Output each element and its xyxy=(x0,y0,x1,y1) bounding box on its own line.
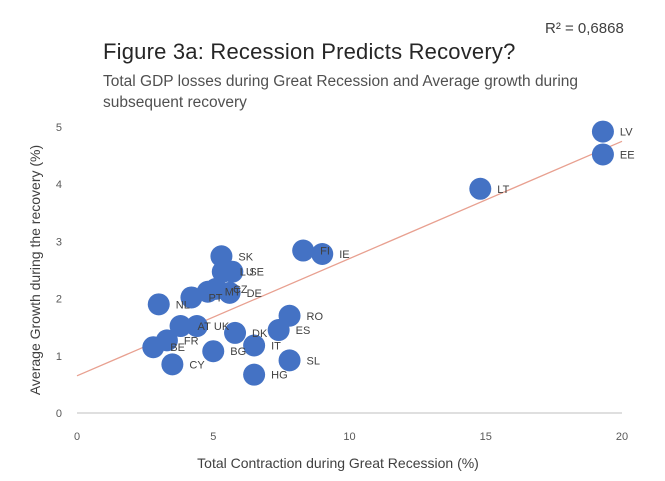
point-de xyxy=(218,281,241,304)
point-label-ro: RO xyxy=(307,311,324,323)
point-bg xyxy=(202,340,225,363)
point-ee xyxy=(591,143,614,166)
point-be xyxy=(142,336,165,359)
point-lv xyxy=(591,120,614,143)
x-tick-label: 5 xyxy=(210,431,216,443)
point-es xyxy=(267,319,290,342)
y-tick-label: 2 xyxy=(56,294,62,306)
point-cy xyxy=(161,353,184,376)
point-label-uk: UK xyxy=(214,321,230,333)
point-at xyxy=(169,315,192,338)
point-label-de: DE xyxy=(247,288,262,300)
point-label-ie: IE xyxy=(339,249,349,261)
point-lt xyxy=(469,177,492,200)
point-label-es: ES xyxy=(296,325,311,337)
y-tick-label: 0 xyxy=(56,408,62,420)
point-label-lt: LT xyxy=(497,184,509,196)
point-nl xyxy=(147,293,170,316)
point-hg xyxy=(243,363,266,386)
point-it xyxy=(243,334,266,357)
y-axis-title: Average Growth during the recovery (%) xyxy=(27,145,43,395)
point-label-cy: CY xyxy=(189,359,205,371)
y-tick-label: 3 xyxy=(56,236,62,248)
point-se xyxy=(221,260,244,283)
point-pt xyxy=(180,286,203,309)
point-label-ee: EE xyxy=(620,149,635,161)
point-label-pt: PT xyxy=(208,292,222,304)
point-label-bg: BG xyxy=(230,346,246,358)
x-axis-title: Total Contraction during Great Recession… xyxy=(197,455,479,471)
chart-subtitle: Total GDP losses during Great Recession … xyxy=(103,73,579,111)
point-ie xyxy=(311,242,334,265)
point-label-fr: FR xyxy=(184,335,199,347)
r-squared-annotation: R² = 0,6868 xyxy=(545,20,624,37)
point-label-hg: HG xyxy=(271,370,288,382)
point-label-nl: NL xyxy=(176,299,190,311)
x-tick-label: 10 xyxy=(343,431,355,443)
x-tick-label: 15 xyxy=(480,431,492,443)
x-tick-label: 20 xyxy=(616,431,628,443)
y-tick-label: 1 xyxy=(56,351,62,363)
point-fi xyxy=(292,239,315,262)
point-label-cz: CZ xyxy=(233,284,248,296)
point-label-it: IT xyxy=(271,341,281,353)
chart-title: Figure 3a: Recession Predicts Recovery? xyxy=(103,39,516,64)
point-label-sk: SK xyxy=(238,251,253,263)
point-dk xyxy=(224,321,247,344)
y-tick-label: 5 xyxy=(56,122,62,134)
y-tick-label: 4 xyxy=(56,179,62,191)
point-label-lv: LV xyxy=(620,127,633,139)
point-label-lu: LU xyxy=(240,267,254,279)
point-label-fi: FI xyxy=(320,246,330,258)
point-label-se: SE xyxy=(249,267,264,279)
point-label-mt: MT xyxy=(225,287,241,299)
point-sl xyxy=(278,349,301,372)
point-label-sl: SL xyxy=(307,355,320,367)
point-label-be: BE xyxy=(170,342,185,354)
point-label-dk: DK xyxy=(252,328,268,340)
point-label-at: AT xyxy=(198,321,212,333)
x-tick-label: 0 xyxy=(74,431,80,443)
point-uk xyxy=(185,315,208,338)
